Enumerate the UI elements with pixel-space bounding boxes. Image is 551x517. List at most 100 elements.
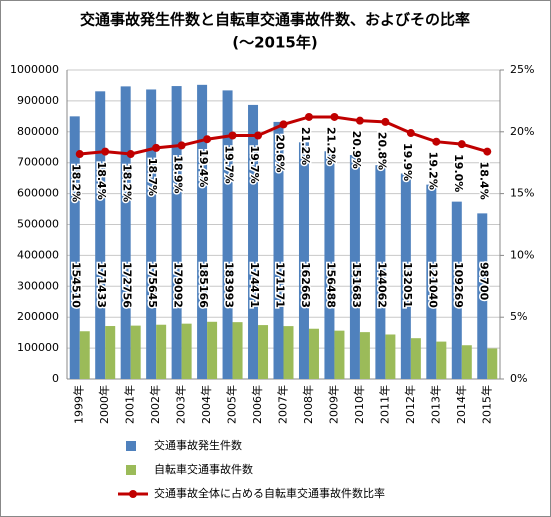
data-label: 174471 [248,262,261,308]
y-tick-label: 200000 [17,310,59,323]
y2-tick-label: 25% [510,63,534,76]
bar [298,142,309,379]
bar [146,89,157,379]
bar [95,91,106,380]
y-tick-label: 900000 [17,94,59,107]
x-tick-label: 2002年 [148,385,162,424]
x-tick-label: 2007年 [276,385,290,424]
data-label: 18.9% [172,155,185,193]
legend-label: 交通事故全体に占める自転車交通事故件数比率 [154,486,385,500]
chart-title: 交通事故発生件数と自転車交通事故件数、およびその比率 [80,11,470,29]
bar [359,332,370,379]
data-label: 20.9% [350,131,363,169]
data-label: 121040 [426,262,439,308]
rate-marker [228,131,237,140]
rate-marker [432,137,441,146]
y-tick-label: 700000 [17,156,59,169]
bar [69,116,80,379]
data-label: 19.0% [452,154,465,192]
bar [308,328,319,379]
rate-marker [75,150,84,159]
bar [385,334,396,379]
data-label: 156488 [324,262,337,308]
y2-tick-label: 20% [510,125,534,138]
y2-tick-label: 0% [510,372,527,385]
bar [232,322,243,379]
bar [487,348,498,379]
rate-marker [406,129,415,138]
x-tick-label: 2009年 [326,385,340,424]
bar [400,173,411,379]
data-label: 183993 [223,262,236,308]
data-label: 18.7% [146,158,159,196]
data-label: 19.4% [197,149,210,187]
rate-marker [126,150,135,159]
x-tick-label: 2013年 [428,385,442,424]
x-tick-label: 2003年 [174,385,188,424]
x-tick-label: 2010年 [352,385,366,424]
data-label: 19.2% [426,152,439,190]
data-label: 19.7% [223,146,236,184]
rate-marker [177,141,186,150]
bar [197,84,208,379]
bar [79,331,90,379]
bar [324,151,335,379]
bar [120,86,131,379]
bar [426,184,437,379]
rate-marker [483,147,492,156]
bar [410,338,421,379]
data-label: 18.2% [70,164,83,202]
legend-swatch [129,490,137,498]
bar [248,104,259,380]
y-tick-label: 1000000 [10,63,59,76]
data-label: 21.2% [324,127,337,165]
y-tick-label: 500000 [17,218,59,231]
rate-marker [152,143,161,152]
rate-marker [304,112,313,121]
legend-label: 自転車交通事故件数 [154,462,253,476]
x-tick-label: 2015年 [479,385,493,424]
data-label: 18.2% [121,164,134,202]
bar [222,90,233,380]
data-label: 18.4% [95,162,108,200]
rate-marker [355,116,364,125]
data-label: 151683 [350,262,363,308]
data-label: 20.8% [375,132,388,170]
rate-marker [457,140,466,149]
y-tick-label: 0 [52,372,59,385]
chart-subtitle: (～2015年) [232,34,317,52]
bar [171,86,182,380]
rate-marker [254,131,263,140]
data-label: 144062 [375,262,388,308]
y-tick-label: 400000 [17,248,59,261]
bar [207,321,218,379]
bar [156,324,167,379]
data-label: 154510 [70,262,83,308]
data-label: 162663 [299,262,312,308]
bar [181,323,192,379]
data-label: 171171 [274,262,287,308]
data-label: 20.6% [274,134,287,172]
data-label: 21.2% [299,127,312,165]
bar [477,213,488,379]
x-tick-label: 1999年 [72,385,86,424]
x-tick-label: 2014年 [454,385,468,424]
y-tick-label: 800000 [17,125,59,138]
x-tick-label: 2006年 [250,385,264,424]
x-tick-label: 2000年 [97,385,111,424]
data-label: 179092 [172,262,185,308]
bar [283,326,294,379]
x-tick-label: 2004年 [199,385,213,424]
data-label: 172756 [121,262,134,308]
bar [105,326,116,379]
data-label: 132051 [401,262,414,308]
y-tick-label: 100000 [17,341,59,354]
y-tick-label: 600000 [17,187,59,200]
bar [451,201,462,379]
y-tick-label: 300000 [17,279,59,292]
legend-label: 交通事故発生件数 [154,438,242,452]
data-label: 19.7% [248,146,261,184]
bar [375,165,386,379]
x-tick-label: 2011年 [377,385,391,424]
